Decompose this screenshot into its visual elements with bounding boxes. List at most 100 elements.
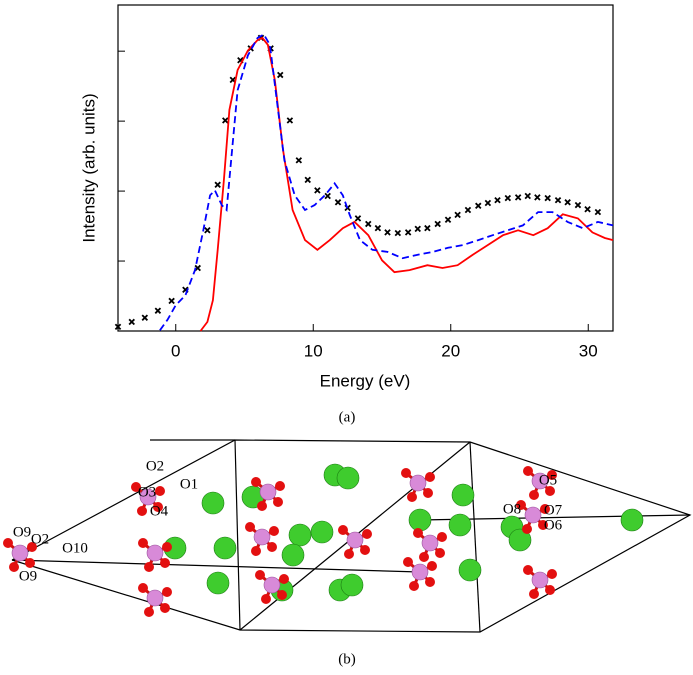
o-atom — [545, 585, 555, 595]
o-atom — [529, 589, 539, 599]
o-atom — [538, 520, 548, 530]
data-point — [554, 196, 562, 204]
p-atom — [259, 483, 277, 501]
o-atom — [138, 538, 148, 548]
o-atom — [137, 506, 147, 516]
o-atom — [269, 526, 279, 536]
o-atom — [277, 590, 287, 600]
p-atom — [531, 472, 549, 490]
o-atom — [267, 542, 277, 552]
o-atom — [362, 529, 372, 539]
atom-label: O1 — [180, 476, 198, 492]
o-atom — [255, 570, 265, 580]
atom-label: O4 — [150, 503, 169, 519]
x-axis-label: Energy (eV) — [320, 371, 411, 390]
o-atom — [523, 565, 533, 575]
data-point — [314, 187, 321, 194]
o-atom — [545, 486, 555, 496]
data-point — [414, 225, 421, 233]
atom-label: O8 — [503, 501, 521, 517]
o-atom — [155, 486, 165, 496]
caption: (a) — [339, 409, 356, 425]
o-atom — [138, 583, 148, 593]
data-point — [374, 224, 382, 232]
data-point — [141, 314, 149, 321]
o-atom — [9, 562, 19, 572]
o-atom — [409, 581, 419, 591]
o-atom — [275, 481, 285, 491]
o-atom — [257, 501, 267, 511]
data-point — [214, 181, 221, 189]
data-point — [564, 199, 571, 206]
o-atom — [523, 466, 533, 476]
ca-atom — [281, 543, 305, 567]
o-atom — [251, 546, 261, 556]
o-atom — [245, 522, 255, 532]
data-point — [534, 194, 541, 201]
x-tick-label: 10 — [304, 341, 323, 360]
data-point — [295, 157, 303, 164]
data-point — [494, 196, 501, 204]
o-atom — [423, 488, 433, 498]
series-line — [199, 36, 614, 332]
ca-atom — [451, 483, 475, 507]
data-point — [354, 215, 362, 222]
atom-label: O9 — [13, 524, 31, 540]
ca-atom — [508, 528, 532, 552]
o-atom — [401, 468, 411, 478]
p-atom — [146, 589, 164, 607]
data-point — [584, 206, 591, 213]
o-atom — [162, 587, 172, 597]
data-point — [334, 199, 342, 206]
caption: (b) — [338, 651, 356, 667]
o-atom — [437, 532, 447, 542]
ca-atom — [408, 508, 432, 532]
ca-atom — [620, 508, 644, 532]
data-point — [154, 307, 162, 314]
data-point — [194, 264, 201, 272]
data-point — [384, 229, 391, 236]
data-point — [114, 323, 122, 331]
ca-atom — [206, 571, 230, 595]
p-atom — [421, 534, 439, 552]
data-point — [484, 199, 492, 207]
atom-label: O2 — [146, 458, 164, 474]
o-atom — [407, 492, 417, 502]
o-atom — [403, 557, 413, 567]
p-atom — [524, 506, 542, 524]
p-atom — [11, 544, 29, 562]
o-atom — [279, 574, 289, 584]
o-atom — [153, 502, 163, 512]
o-atom — [516, 500, 526, 510]
o-atom — [413, 528, 423, 538]
p-atom — [411, 563, 429, 581]
atom-label: O2 — [31, 531, 49, 547]
o-atom — [338, 525, 348, 535]
data-point — [404, 229, 412, 236]
data-point — [277, 71, 284, 79]
data-point — [324, 192, 331, 200]
ca-atom — [336, 466, 360, 490]
data-point — [524, 192, 531, 200]
o-atom — [144, 607, 154, 617]
o-atom — [529, 490, 539, 500]
data-point — [168, 297, 175, 305]
o-atom — [427, 561, 437, 571]
ca-atom — [201, 491, 225, 515]
x-tick-label: 0 — [171, 341, 180, 360]
ca-atom — [213, 536, 237, 560]
x-tick-label: 20 — [441, 341, 460, 360]
data-point — [286, 117, 294, 124]
ca-atom — [340, 573, 364, 597]
o-atom — [547, 470, 557, 480]
o-atom — [25, 558, 35, 568]
data-point — [304, 176, 311, 184]
ca-atom — [448, 513, 472, 537]
o-atom — [273, 497, 283, 507]
atom-label: O5 — [539, 472, 557, 488]
atom-label: O6 — [544, 517, 563, 533]
o-atom — [547, 569, 557, 579]
y-axis-label: Intensity (arb. units) — [79, 93, 98, 242]
